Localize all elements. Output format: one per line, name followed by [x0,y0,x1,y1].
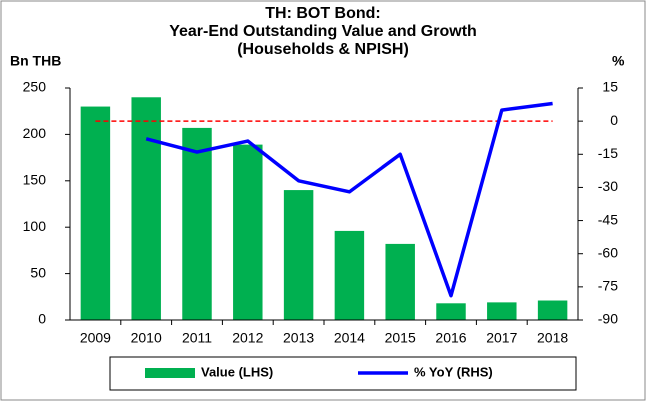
y-axis-label: Bn THB [10,53,61,69]
x-tick-label: 2009 [80,330,111,346]
y2-axis-label: % [612,53,625,69]
x-tick-label: 2017 [486,330,517,346]
line [145,101,553,298]
x-tick-label: 2018 [537,330,568,346]
chart-title: (Households & NPISH) [237,41,409,58]
bar [131,97,161,320]
x-tick-label: 2013 [283,330,314,346]
bar [80,106,111,320]
y2-tick-label: 0 [610,112,618,128]
y2-tick-label: -30 [598,178,618,194]
chart-title: TH: BOT Bond: [265,5,381,22]
y-tick-label: 150 [23,172,47,188]
bar [334,230,365,320]
y-tick-label: 100 [23,218,47,234]
bar [283,190,314,320]
bar [436,303,466,320]
x-tick-label: 2010 [131,330,162,346]
bar [233,144,263,320]
x-tick-label: 2015 [385,330,416,346]
bar [537,300,568,320]
legend-label: Value (LHS) [201,364,273,379]
y-tick-label: 0 [38,311,46,327]
y2-tick-label: 15 [602,79,618,95]
y-tick-label: 250 [23,79,47,95]
legend-swatch [145,368,195,378]
bar [487,302,517,320]
chart-title: Year-End Outstanding Value and Growth [169,23,477,40]
bar [385,243,415,320]
x-tick-label: 2012 [232,330,263,346]
y2-tick-label: -45 [598,211,618,227]
y2-tick-label: -90 [598,311,618,327]
x-tick-label: 2014 [334,330,365,346]
x-tick-label: 2011 [182,330,212,346]
y2-tick-label: -15 [598,145,618,161]
x-tick-label: 2016 [435,330,466,346]
y-tick-label: 50 [30,264,46,280]
y2-tick-label: -60 [598,244,618,260]
bar [182,127,212,321]
legend-label: % YoY (RHS) [414,364,493,379]
y2-tick-label: -75 [598,278,618,294]
y-tick-label: 200 [23,125,47,141]
